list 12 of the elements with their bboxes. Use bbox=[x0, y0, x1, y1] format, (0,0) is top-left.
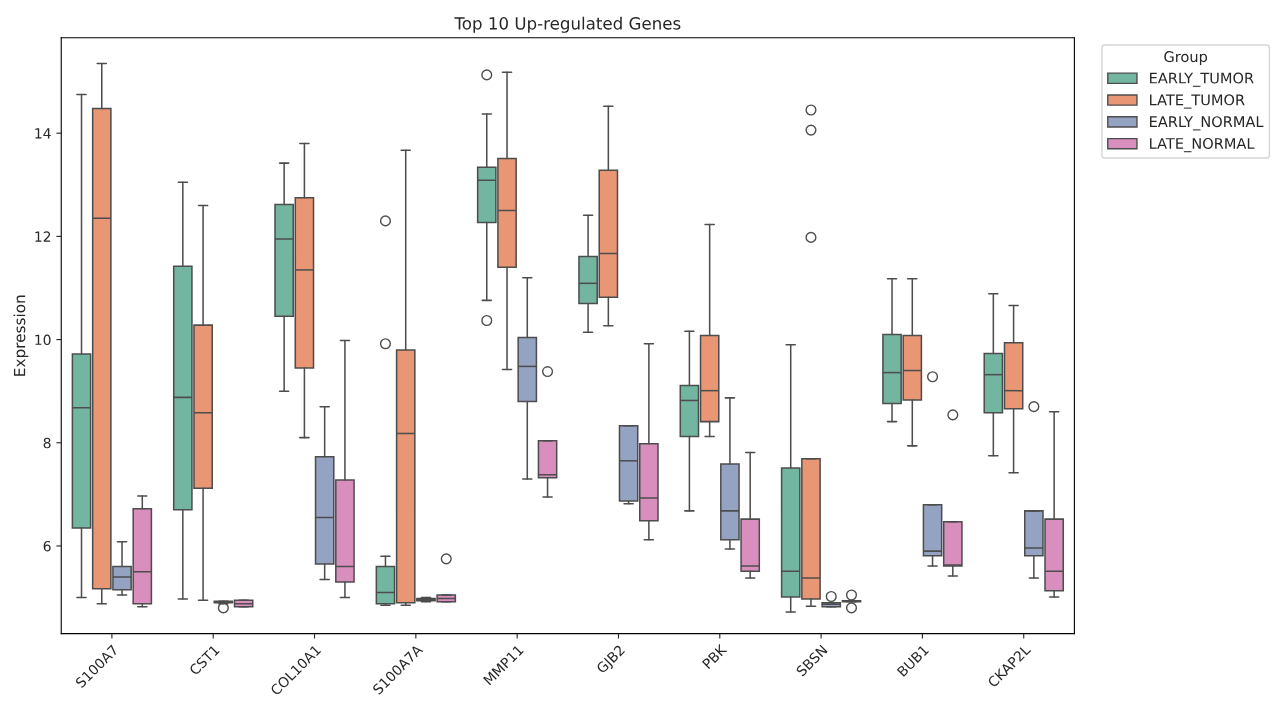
y-tick-label: 14 bbox=[35, 128, 51, 139]
y-tick-label: 12 bbox=[35, 231, 51, 242]
y-axis-title: Expression bbox=[13, 295, 29, 376]
chart-title: Top 10 Up-regulated Genes bbox=[454, 16, 681, 33]
y-tick-label: 10 bbox=[35, 334, 51, 346]
y-tick-label: 8 bbox=[43, 437, 51, 449]
legend-title: Group bbox=[1164, 51, 1208, 65]
legend-label: LATE_TUMOR bbox=[1150, 94, 1245, 109]
legend-label: LATE_NORMAL bbox=[1150, 137, 1255, 153]
y-tick-label: 6 bbox=[43, 540, 51, 552]
legend-label: EARLY_NORMAL bbox=[1150, 116, 1264, 131]
legend-label: EARLY_TUMOR bbox=[1150, 72, 1254, 87]
